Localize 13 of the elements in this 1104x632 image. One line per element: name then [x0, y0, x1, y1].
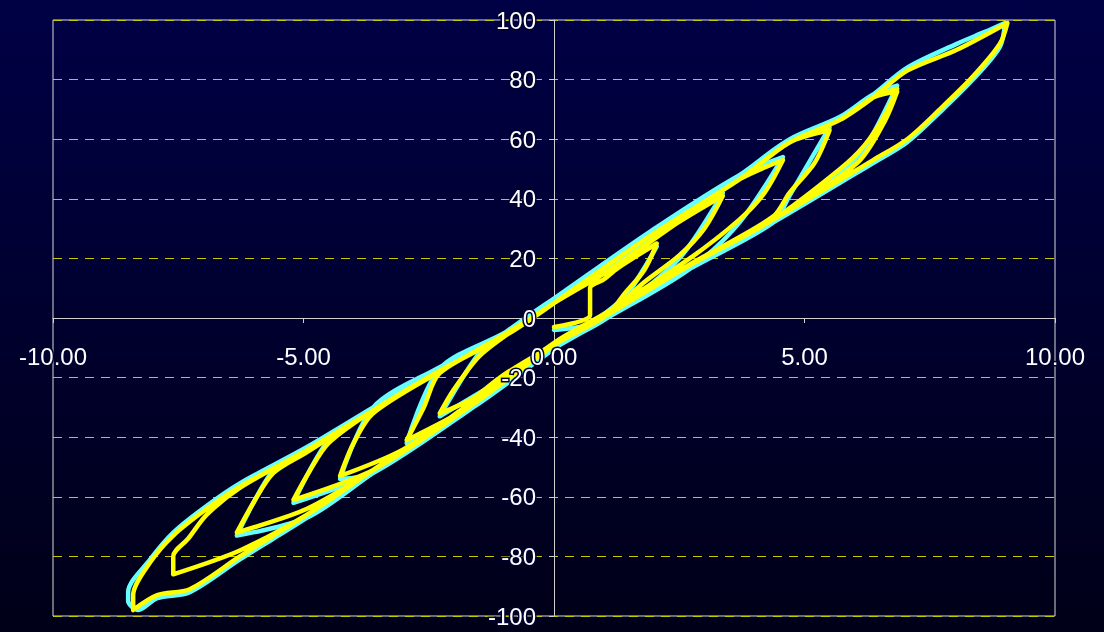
y-tick-label: 60 — [509, 125, 536, 153]
y-tick-label: -100 — [487, 602, 536, 630]
x-tick-label: -5.00 — [276, 342, 331, 370]
y-tick-label: 80 — [509, 66, 536, 94]
y-tick-label: 20 — [509, 244, 536, 272]
y-tick-label: -40 — [501, 423, 536, 451]
x-tick-label: -10.00 — [18, 342, 88, 370]
y-tick-label: 100 — [495, 6, 536, 34]
y-tick-label: 40 — [509, 185, 536, 213]
x-tick-label: 10.00 — [1024, 342, 1086, 370]
y-tick-label: -60 — [501, 483, 536, 511]
y-tick-label: -80 — [501, 542, 536, 570]
x-tick-label: 5.00 — [781, 342, 828, 370]
